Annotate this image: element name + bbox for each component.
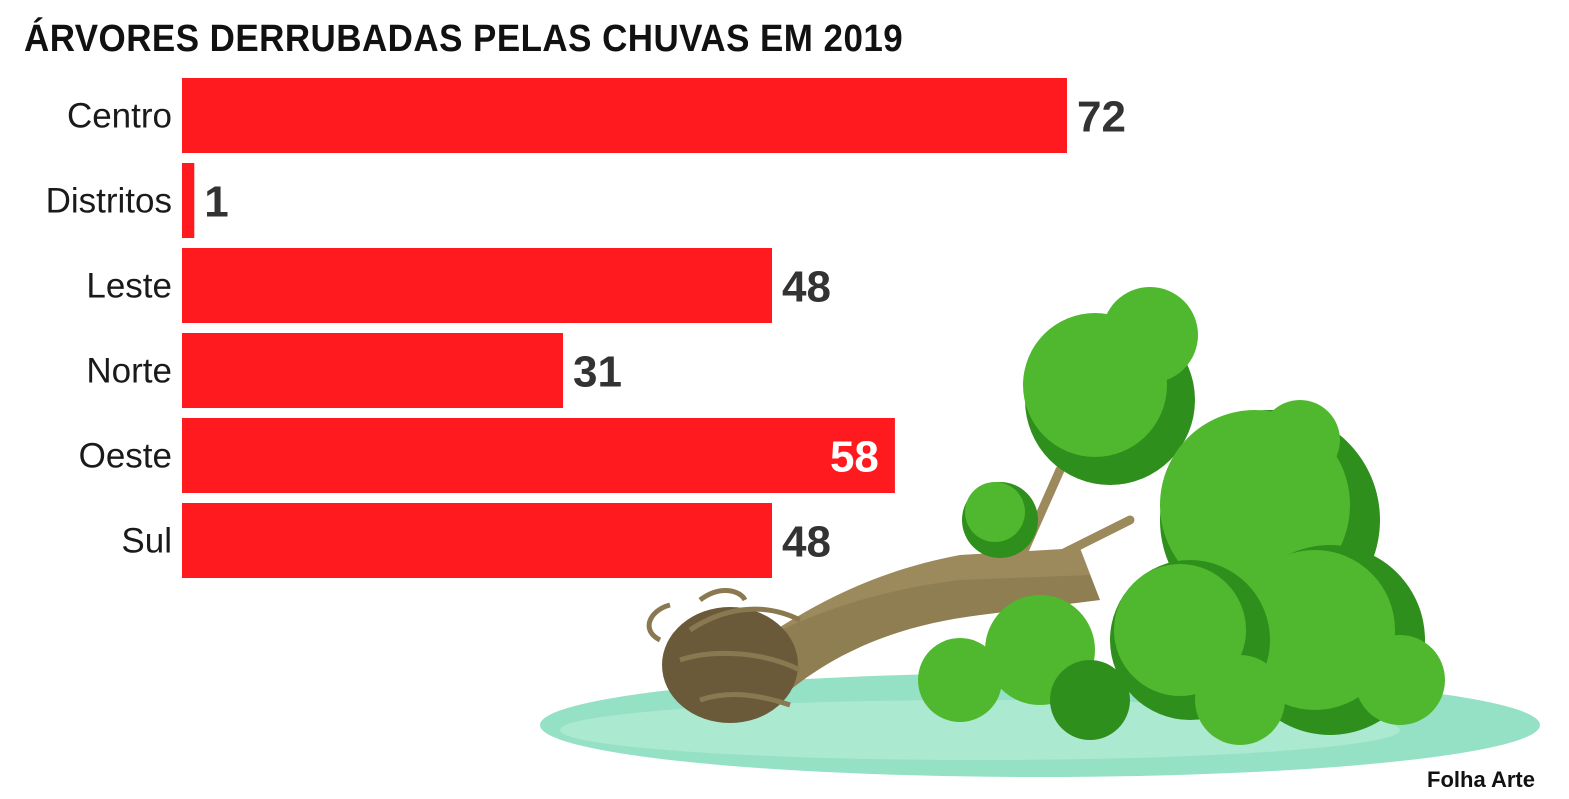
value-label-leste: 48: [782, 263, 831, 312]
bar-norte: [182, 333, 564, 408]
value-label-distritos: 1: [204, 178, 228, 227]
bar-leste: [182, 248, 772, 323]
category-label-centro: Centro: [67, 97, 172, 136]
bar-distritos: [182, 163, 195, 238]
category-label-sul: Sul: [121, 522, 172, 561]
value-label-oeste: 58: [830, 433, 879, 482]
category-label-oeste: Oeste: [79, 437, 172, 476]
bar-centro: [182, 78, 1067, 153]
value-label-centro: 72: [1077, 93, 1126, 142]
chart-title: ÁRVORES DERRUBADAS PELAS CHUVAS EM 2019: [24, 18, 904, 60]
value-label-norte: 31: [573, 348, 622, 397]
category-label-distritos: Distritos: [46, 182, 172, 221]
credit-label: Folha Arte: [1427, 767, 1535, 792]
value-label-sul: 48: [782, 518, 831, 567]
bar-sul: [182, 503, 772, 578]
fallen-tree-icon: [540, 287, 1540, 777]
category-label-norte: Norte: [86, 352, 172, 391]
category-label-leste: Leste: [86, 267, 172, 306]
bar-oeste: [182, 418, 895, 493]
